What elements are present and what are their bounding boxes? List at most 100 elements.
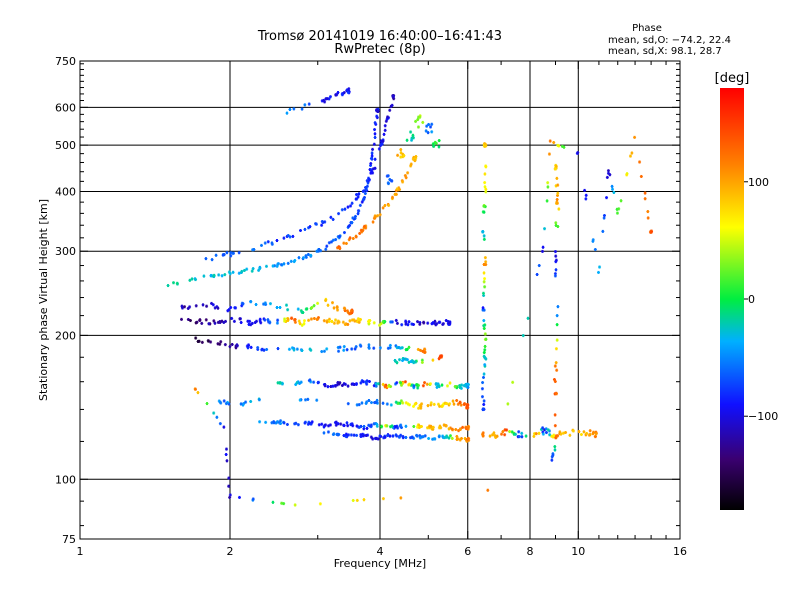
echo-point	[431, 428, 435, 430]
echo-point	[418, 322, 422, 324]
echo-point	[517, 431, 521, 433]
echo-point	[397, 436, 401, 438]
chart-subtitle: RwPretec (8p)	[334, 42, 425, 57]
echo-point	[239, 322, 243, 324]
echo-point	[465, 427, 469, 429]
echo-point	[606, 170, 610, 172]
echo-point	[355, 499, 359, 501]
echo-point	[414, 402, 418, 404]
echo-point	[483, 286, 487, 288]
echo-point	[251, 268, 255, 270]
echo-point	[394, 383, 398, 385]
echo-point	[320, 221, 324, 223]
echo-point	[431, 359, 435, 361]
echo-point	[333, 385, 337, 387]
echo-point	[421, 350, 425, 352]
echo-point	[466, 404, 470, 406]
echo-point	[364, 227, 368, 229]
echo-point	[463, 438, 467, 440]
echo-point	[276, 382, 280, 384]
echo-point	[379, 323, 383, 325]
echo-point	[546, 182, 550, 184]
echo-point	[279, 264, 283, 266]
echo-point	[412, 158, 416, 160]
echo-point	[207, 340, 211, 342]
echo-point	[391, 435, 395, 437]
echo-point	[219, 341, 223, 343]
echo-point	[552, 434, 556, 436]
echo-point	[224, 320, 228, 322]
echo-point	[588, 430, 592, 432]
echo-point	[237, 496, 241, 498]
echo-point	[205, 305, 209, 307]
echo-point	[543, 228, 547, 230]
echo-point	[246, 320, 250, 322]
echo-point	[369, 426, 373, 428]
echo-point	[403, 175, 407, 177]
echo-point	[422, 322, 426, 324]
echo-point	[482, 264, 486, 266]
echo-point	[282, 422, 286, 424]
echo-point	[520, 432, 524, 434]
echo-point	[228, 496, 232, 498]
echo-point	[351, 217, 355, 219]
echo-point	[362, 190, 366, 192]
echo-point	[222, 400, 226, 402]
echo-point	[307, 421, 311, 423]
echo-point	[582, 431, 586, 433]
echo-point	[492, 432, 496, 434]
echo-point	[435, 386, 439, 388]
echo-point	[348, 320, 352, 322]
echo-point	[305, 308, 309, 310]
y-tick-label: 750	[55, 55, 76, 68]
echo-point	[368, 320, 372, 322]
echo-point	[335, 433, 339, 435]
echo-point	[585, 432, 589, 434]
echo-point	[394, 345, 398, 347]
echo-point	[374, 437, 378, 439]
echo-point	[354, 194, 358, 196]
echo-point	[325, 348, 329, 350]
echo-point	[324, 300, 328, 302]
echo-point	[554, 348, 558, 350]
echo-point	[399, 400, 403, 402]
echo-point	[264, 265, 268, 267]
echo-point	[374, 423, 378, 425]
echo-point	[362, 425, 366, 427]
echo-point	[353, 215, 357, 217]
echo-point	[353, 348, 357, 350]
echo-point	[340, 384, 344, 386]
echo-point	[336, 247, 340, 249]
echo-point	[389, 404, 393, 406]
echo-point	[412, 323, 416, 325]
echo-point	[633, 136, 637, 138]
echo-point	[418, 116, 422, 118]
echo-point	[541, 427, 545, 429]
echo-point	[294, 422, 298, 424]
echo-point	[546, 429, 550, 431]
echo-point	[301, 312, 305, 314]
echo-point	[268, 322, 272, 324]
echo-point	[401, 358, 405, 360]
echo-point	[369, 424, 373, 426]
echo-point	[481, 382, 485, 384]
echo-point	[359, 382, 363, 384]
echo-point	[271, 501, 275, 503]
echo-point	[367, 424, 371, 426]
echo-point	[327, 242, 331, 244]
echo-point	[286, 318, 290, 320]
echo-point	[244, 401, 248, 403]
echo-point	[343, 308, 347, 310]
echo-point	[356, 321, 360, 323]
echo-point	[249, 301, 253, 303]
echo-point	[238, 318, 242, 320]
echo-point	[357, 404, 361, 406]
echo-point	[307, 103, 311, 105]
echo-point	[241, 303, 245, 305]
echo-point	[493, 435, 497, 437]
echo-point	[210, 302, 214, 304]
echo-point	[326, 304, 330, 306]
echo-point	[457, 430, 461, 432]
echo-point	[409, 361, 413, 363]
echo-point	[416, 119, 420, 121]
